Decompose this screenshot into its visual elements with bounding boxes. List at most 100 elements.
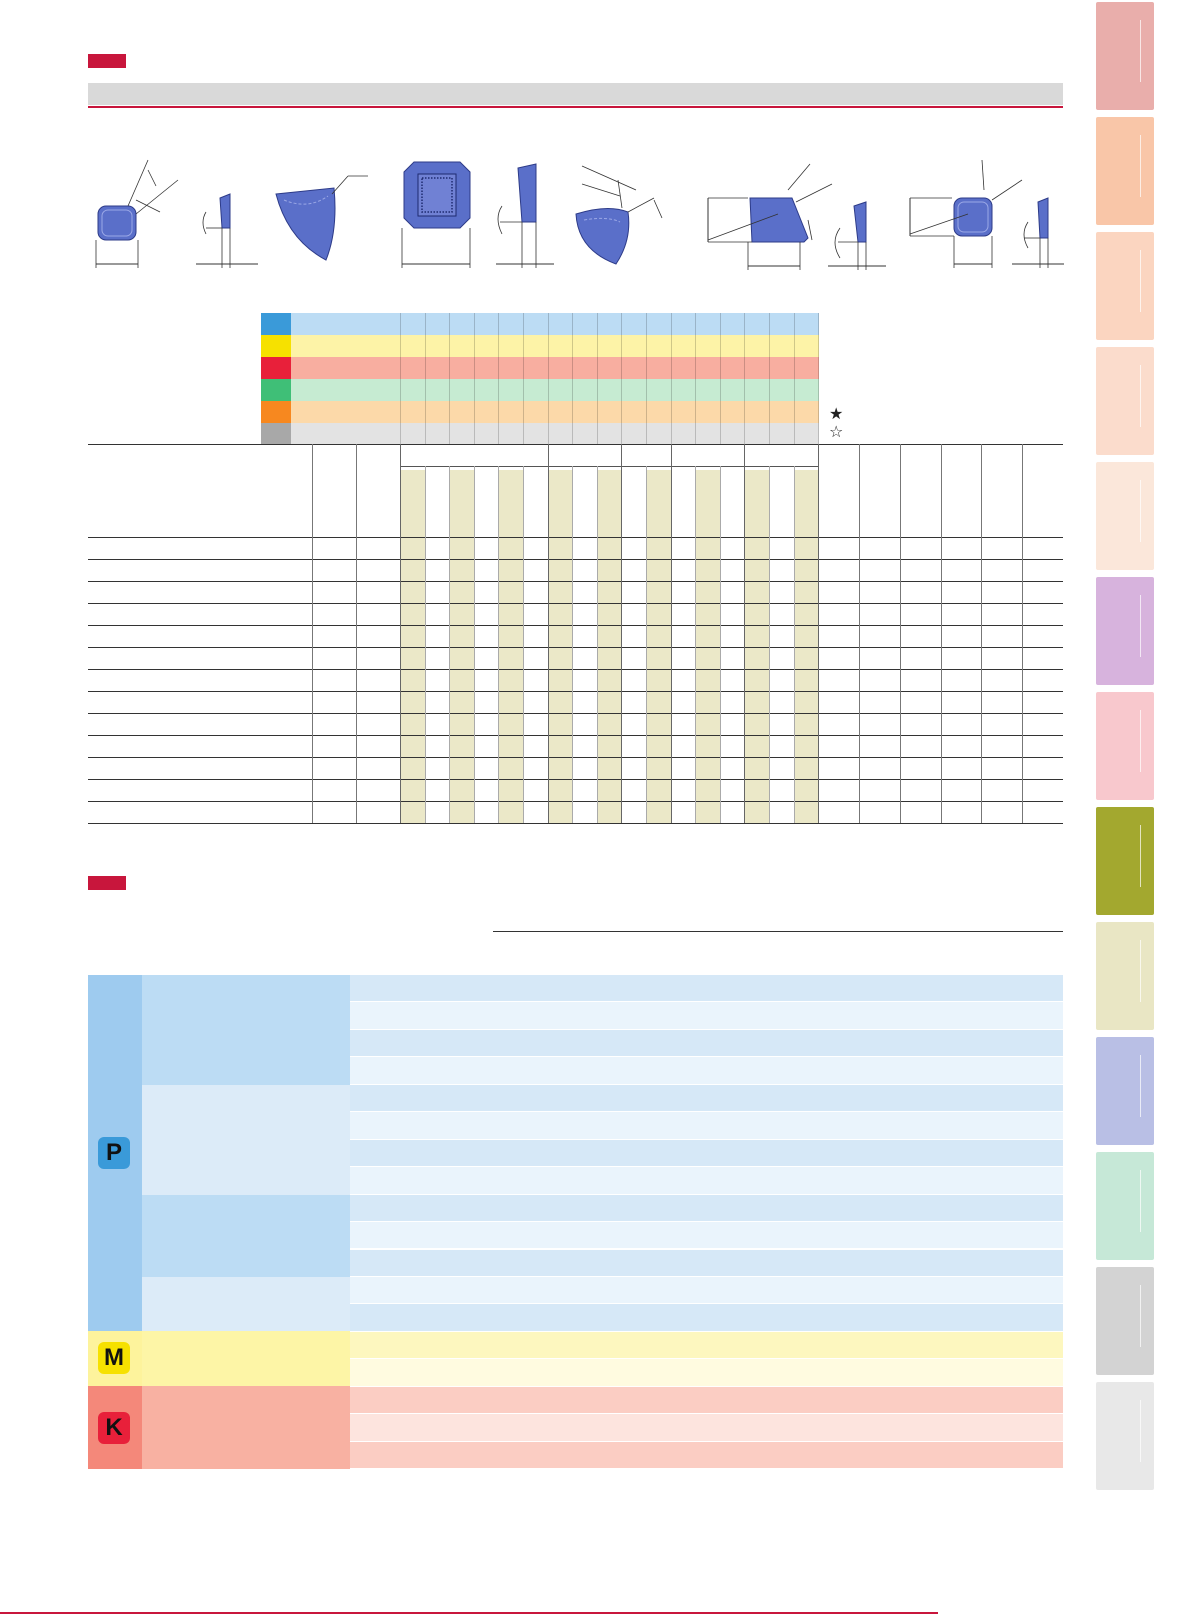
legend-gridline <box>424 313 426 445</box>
grade-band-p <box>291 313 819 335</box>
side-tab[interactable] <box>1096 462 1154 570</box>
side-tab[interactable] <box>1096 1267 1154 1375</box>
condition-row <box>350 1249 1063 1277</box>
grade-col-rule <box>670 444 672 823</box>
grade-group-rule <box>400 466 819 467</box>
grade-row-s <box>261 401 821 423</box>
table-row-rule <box>88 735 1063 736</box>
grade-col-rule <box>424 466 426 823</box>
table-row-rule <box>88 537 1063 538</box>
insert-drawings <box>88 150 1068 275</box>
grade-col-rule <box>793 466 795 823</box>
legend-gridline <box>547 313 549 445</box>
side-tab[interactable] <box>1096 1037 1154 1145</box>
side-tab-marker <box>1140 135 1141 197</box>
grade-col-rule <box>695 466 697 823</box>
side-tab[interactable] <box>1096 1152 1154 1260</box>
legend-gridline <box>695 313 697 445</box>
table-row-rule <box>88 603 1063 604</box>
side-tab-marker <box>1140 710 1141 772</box>
legend-gridline <box>646 313 647 445</box>
wiper-corner-insert-icon <box>575 165 663 265</box>
grade-col-rule <box>719 466 721 823</box>
legend-gridline <box>769 313 770 445</box>
section-marker-conditions <box>88 876 126 890</box>
side-tab-marker <box>1140 480 1141 542</box>
grade-column-shade <box>696 470 720 823</box>
condition-row <box>350 1002 1063 1030</box>
side-tab[interactable] <box>1096 577 1154 685</box>
grade-column-shade <box>745 470 769 823</box>
grade-column-shade <box>450 470 474 823</box>
side-tab-marker <box>1140 20 1141 82</box>
condition-row <box>350 1194 1063 1223</box>
grade-row-n <box>261 379 821 401</box>
grade-row-k <box>261 357 821 379</box>
col-rule <box>356 444 357 823</box>
group-m <box>142 1331 350 1386</box>
condition-row <box>350 1084 1063 1113</box>
legend-gridline <box>498 313 500 445</box>
grade-band-s <box>291 401 819 423</box>
legend-gridline <box>670 313 672 445</box>
grade-col-rule <box>473 466 475 823</box>
condition-row <box>350 1139 1063 1168</box>
table-top-rule <box>88 444 1063 445</box>
chipbreaker-insert-top-icon <box>401 161 471 268</box>
side-tab-marker <box>1140 1400 1141 1462</box>
star-filled-icon: ★ <box>829 404 844 423</box>
grade-swatch-n <box>261 379 291 401</box>
legend-gridline <box>400 313 401 445</box>
grade-legend <box>261 313 821 445</box>
square-insert-large-icon <box>707 163 833 270</box>
square-insert-right-icon <box>909 159 1023 268</box>
dim-col-rule <box>940 444 942 823</box>
grade-column-shade <box>499 470 523 823</box>
side-tab[interactable] <box>1096 807 1154 915</box>
legend-gridline <box>473 313 475 445</box>
side-tab[interactable] <box>1096 922 1154 1030</box>
side-tab-marker <box>1140 1170 1141 1232</box>
material-badge-k: K <box>98 1412 130 1444</box>
insert-drawings-svg <box>95 159 1064 270</box>
table-row-rule <box>88 757 1063 758</box>
side-tab[interactable] <box>1096 232 1154 340</box>
side-tab-marker <box>1140 1055 1141 1117</box>
grade-col-rule <box>572 466 574 823</box>
side-tab-marker <box>1140 250 1141 312</box>
grade-col-rule <box>547 444 549 823</box>
side-tab[interactable] <box>1096 692 1154 800</box>
grade-swatch-h <box>261 423 291 445</box>
side-tab-marker <box>1140 595 1141 657</box>
condition-row <box>350 1112 1063 1140</box>
side-tab[interactable] <box>1096 1382 1154 1490</box>
side-tab[interactable] <box>1096 347 1154 455</box>
side-tab-marker <box>1140 940 1141 1002</box>
table-row-rule <box>88 625 1063 626</box>
side-tab[interactable] <box>1096 117 1154 225</box>
grade-column-shade <box>794 470 819 823</box>
condition-row <box>350 1276 1063 1305</box>
grade-col-rule <box>769 466 770 823</box>
grade-band-k <box>291 357 819 379</box>
grade-col-rule <box>596 466 598 823</box>
grade-swatch-k <box>261 357 291 379</box>
material-badge-m: M <box>98 1342 130 1374</box>
grade-row-m <box>261 335 821 357</box>
footer-rule <box>0 1612 938 1614</box>
dim-col-rule <box>899 444 901 823</box>
condition-row <box>350 1414 1063 1442</box>
conditions-rule <box>493 931 1063 932</box>
group-p1 <box>142 975 350 1085</box>
grade-col-rule <box>646 466 647 823</box>
dim-col-rule <box>1022 444 1024 823</box>
group-p2 <box>142 1085 350 1195</box>
side-tab[interactable] <box>1096 2 1154 110</box>
grade-column-shade <box>548 470 573 823</box>
grade-column-shade <box>647 470 671 823</box>
side-tab-marker <box>1140 825 1141 887</box>
square-insert-small-icon <box>95 159 179 268</box>
grade-column-shade <box>597 470 622 823</box>
condition-row <box>350 1057 1063 1085</box>
grade-band-n <box>291 379 819 401</box>
